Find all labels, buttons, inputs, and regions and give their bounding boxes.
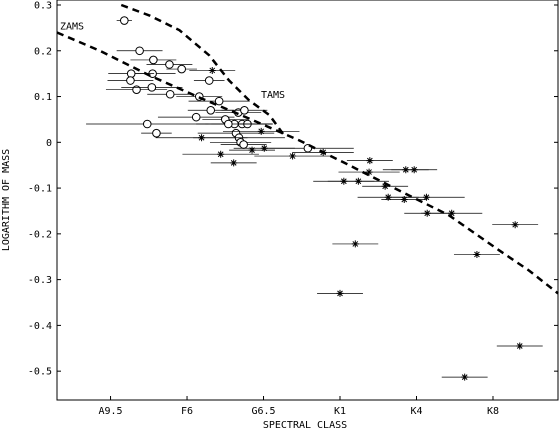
y-tick-label: 0.3 [34, 1, 52, 12]
circle-marker [152, 128, 161, 138]
asterisk-marker [248, 146, 256, 154]
x-tick-label: G6.5 [251, 406, 275, 417]
circle-marker [214, 96, 224, 106]
x-axis-label: SPECTRAL CLASS [263, 420, 347, 431]
asterisk-marker [230, 159, 238, 167]
y-tick-label: -0.1 [28, 184, 52, 195]
circle-marker [224, 119, 233, 129]
asterisk-marker [400, 196, 408, 204]
y-tick-label: -0.4 [28, 321, 52, 332]
circle-marker [239, 140, 248, 149]
line-label: ZAMS [60, 21, 84, 32]
circle-marker [191, 112, 201, 122]
y-tick-label: 0.2 [34, 46, 52, 57]
circle-marker [126, 76, 135, 85]
x-tick-label: F6 [181, 406, 193, 417]
x-tick-label: K1 [334, 406, 346, 417]
circle-marker [135, 46, 144, 56]
y-tick-label: -0.5 [28, 367, 52, 378]
asterisk-marker [336, 289, 344, 297]
circle-marker [240, 105, 249, 115]
asterisk-marker [410, 166, 418, 174]
asterisk-marker [208, 66, 216, 74]
x-tick-label: A9.5 [98, 406, 122, 417]
track-line [56, 31, 559, 295]
circle-marker [149, 55, 158, 65]
track-line [120, 3, 286, 137]
asterisk-marker [351, 240, 359, 248]
x-tick-label: K4 [410, 406, 422, 417]
y-tick-label: -0.3 [28, 275, 52, 286]
line-label: TAMS [261, 90, 285, 101]
y-tick-label: 0 [46, 138, 52, 149]
circle-marker [132, 85, 141, 94]
asterisk-marker [473, 250, 481, 258]
circle-marker [147, 83, 157, 92]
asterisk-marker [365, 168, 373, 176]
circle-marker [177, 64, 186, 74]
asterisk-marker [198, 134, 206, 142]
asterisk-marker [257, 127, 265, 135]
asterisk-marker [422, 193, 430, 201]
asterisk-marker [448, 209, 456, 217]
plot-frame [56, 0, 559, 401]
circle-marker [165, 89, 175, 99]
asterisk-marker [384, 193, 392, 201]
circle-marker [165, 60, 174, 69]
asterisk-marker [354, 177, 362, 185]
y-axis-label: LOGARITHM OF MASS [1, 149, 12, 251]
asterisk-marker [217, 150, 225, 158]
y-tick-label: 0.1 [34, 92, 52, 103]
asterisk-marker [289, 152, 297, 160]
circle-marker [142, 119, 152, 129]
asterisk-marker [461, 373, 469, 381]
asterisk-marker [516, 342, 524, 350]
asterisk-marker [511, 221, 519, 229]
asterisk-marker [260, 144, 268, 152]
circle-marker [206, 105, 216, 115]
asterisk-marker [366, 157, 374, 165]
x-tick-label: K8 [487, 406, 499, 417]
y-tick-label: -0.2 [28, 229, 52, 240]
circle-marker [120, 16, 129, 25]
asterisk-marker [381, 182, 389, 190]
circle-marker [204, 76, 214, 85]
